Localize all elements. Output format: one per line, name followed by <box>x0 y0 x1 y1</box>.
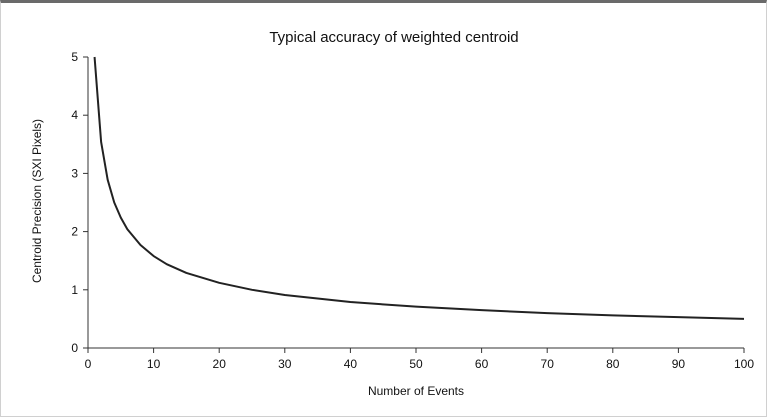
chart-title: Typical accuracy of weighted centroid <box>269 29 518 46</box>
series-layer <box>93 56 745 320</box>
x-tick-label: 90 <box>672 357 686 371</box>
x-tick-label: 80 <box>606 357 620 371</box>
x-tick-label: 20 <box>213 357 227 371</box>
y-tick-label: 3 <box>71 166 78 180</box>
y-tick-label: 2 <box>71 225 78 239</box>
y-tick-label: 1 <box>71 283 78 297</box>
series-line <box>93 56 745 320</box>
axis-ticks: 0 10 20 30 40 50 60 70 80 90 100 0 1 2 3 4 5 <box>71 50 754 371</box>
x-tick-label: 0 <box>85 357 92 371</box>
x-tick-label: 30 <box>278 357 292 371</box>
x-tick-label: 10 <box>147 357 161 371</box>
x-tick-label: 100 <box>734 357 754 371</box>
x-tick-label: 60 <box>475 357 489 371</box>
y-tick-label: 4 <box>71 108 78 122</box>
y-tick-label: 0 <box>71 341 78 355</box>
y-tick-label: 5 <box>71 50 78 64</box>
x-tick-label: 50 <box>409 357 423 371</box>
y-axis-label: Centroid Precision (SXI Pixels) <box>30 119 44 283</box>
x-tick-label: 40 <box>344 357 358 371</box>
x-axis-label: Number of Events <box>368 384 464 398</box>
x-tick-label: 70 <box>541 357 555 371</box>
